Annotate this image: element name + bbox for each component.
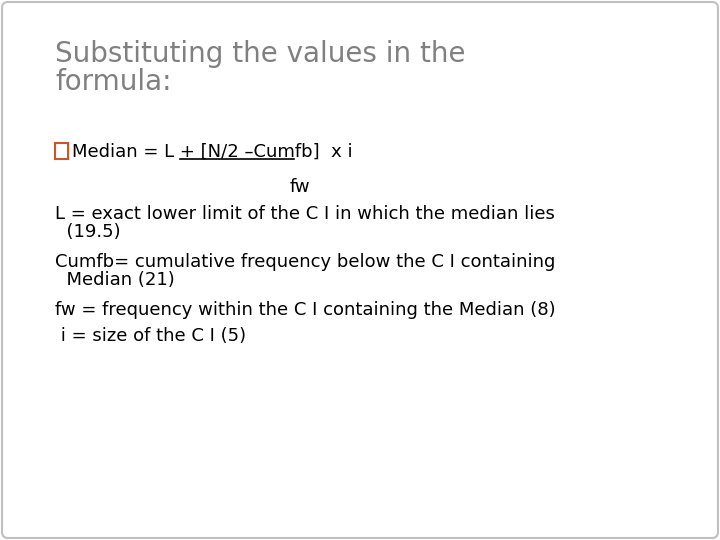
Text: fw = frequency within the C I containing the Median (8): fw = frequency within the C I containing… [55,301,556,319]
Bar [55,143,68,159]
Text: Median (21): Median (21) [55,271,175,289]
Text: formula:: formula: [55,68,171,96]
Text: L = exact lower limit of the C I in which the median lies: L = exact lower limit of the C I in whic… [55,205,555,223]
Text: Median = L + [N/2 –Cumfb]  x i: Median = L + [N/2 –Cumfb] x i [72,143,353,161]
Text: Substituting the values in the: Substituting the values in the [55,40,466,68]
Text: Cumfb= cumulative frequency below the C I containing: Cumfb= cumulative frequency below the C … [55,253,555,271]
Text: i = size of the C I (5): i = size of the C I (5) [55,327,246,345]
Text: (19.5): (19.5) [55,223,121,241]
Text: fw: fw [290,178,310,196]
